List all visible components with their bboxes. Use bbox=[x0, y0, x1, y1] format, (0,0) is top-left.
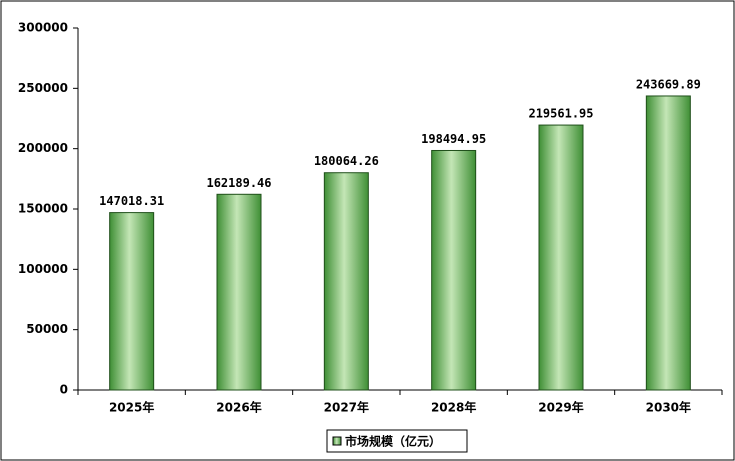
y-tick-label: 150000 bbox=[18, 202, 68, 216]
y-tick-label: 0 bbox=[60, 383, 68, 397]
bar bbox=[645, 95, 691, 391]
data-label: 162189.46 bbox=[206, 176, 271, 190]
x-tick-label: 2028年 bbox=[431, 400, 476, 415]
bar bbox=[109, 212, 155, 391]
y-tick-label: 300000 bbox=[18, 21, 68, 35]
x-tick-label: 2029年 bbox=[538, 400, 583, 415]
y-tick-label: 50000 bbox=[26, 322, 68, 336]
y-tick-label: 250000 bbox=[18, 81, 68, 95]
bar bbox=[431, 149, 477, 391]
x-tick-label: 2027年 bbox=[324, 400, 369, 415]
bar bbox=[323, 172, 369, 391]
bar bbox=[538, 124, 584, 391]
legend-swatch bbox=[332, 436, 342, 446]
data-label: 180064.26 bbox=[314, 154, 379, 168]
x-tick-label: 2026年 bbox=[216, 400, 261, 415]
data-label: 198494.95 bbox=[421, 132, 486, 146]
legend-box bbox=[326, 429, 468, 453]
x-tick-label: 2030年 bbox=[646, 400, 691, 415]
data-label: 243669.89 bbox=[636, 77, 701, 91]
legend-label: 市场规模（亿元） bbox=[345, 434, 441, 449]
data-label: 147018.31 bbox=[99, 194, 164, 208]
y-tick-label: 200000 bbox=[18, 141, 68, 155]
data-label: 219561.95 bbox=[528, 107, 593, 121]
y-tick-label: 100000 bbox=[18, 262, 68, 276]
x-tick-label: 2025年 bbox=[109, 400, 154, 415]
bar bbox=[216, 193, 262, 391]
